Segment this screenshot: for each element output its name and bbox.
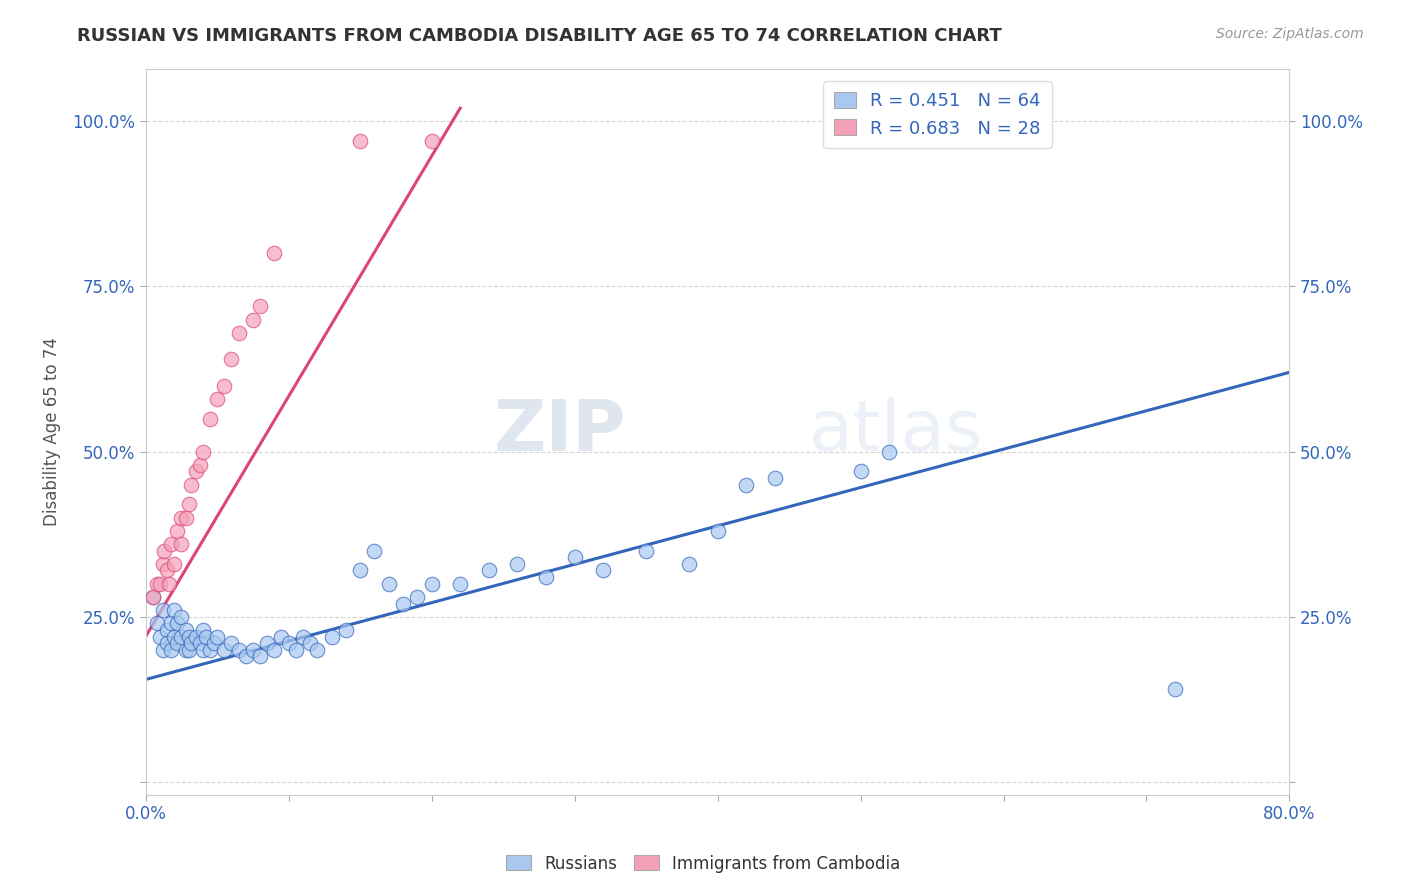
Point [849, 464, 872, 478]
Point [205, 630, 228, 644]
Point [149, 576, 172, 591]
Point [174, 623, 197, 637]
Point [191, 623, 214, 637]
Point [449, 576, 471, 591]
Point [177, 642, 200, 657]
Point [166, 616, 188, 631]
Point [152, 642, 174, 657]
Point [735, 477, 758, 491]
Point [263, 642, 285, 657]
Legend: Russians, Immigrants from Cambodia: Russians, Immigrants from Cambodia [499, 848, 907, 880]
Point [184, 464, 207, 478]
Legend: R = 0.451   N = 64, R = 0.683   N = 28: R = 0.451 N = 64, R = 0.683 N = 28 [824, 81, 1052, 148]
Point [706, 524, 728, 538]
Point [146, 616, 169, 631]
Point [291, 630, 314, 644]
Point [156, 623, 179, 637]
Point [392, 597, 415, 611]
Point [177, 498, 200, 512]
Point [152, 557, 174, 571]
Point [174, 510, 197, 524]
Point [284, 642, 307, 657]
Point [142, 590, 165, 604]
Point [160, 537, 183, 551]
Point [170, 537, 193, 551]
Point [478, 564, 501, 578]
Point [349, 134, 371, 148]
Point [184, 630, 207, 644]
Point [349, 564, 371, 578]
Point [1164, 682, 1187, 697]
Point [166, 636, 188, 650]
Text: atlas: atlas [808, 397, 983, 467]
Point [321, 630, 343, 644]
Text: ZIP: ZIP [494, 397, 626, 467]
Point [153, 543, 176, 558]
Point [277, 636, 299, 650]
Point [249, 299, 271, 313]
Point [592, 564, 614, 578]
Y-axis label: Disability Age 65 to 74: Disability Age 65 to 74 [44, 337, 60, 526]
Point [198, 642, 221, 657]
Point [170, 630, 193, 644]
Point [406, 590, 429, 604]
Point [420, 134, 443, 148]
Point [142, 590, 165, 604]
Point [678, 557, 700, 571]
Point [174, 642, 197, 657]
Point [256, 636, 278, 650]
Point [156, 564, 179, 578]
Point [534, 570, 557, 584]
Point [198, 411, 221, 425]
Point [228, 642, 250, 657]
Point [170, 609, 193, 624]
Point [188, 636, 211, 650]
Point [205, 392, 228, 406]
Point [307, 642, 329, 657]
Point [877, 444, 900, 458]
Point [242, 312, 264, 326]
Point [146, 576, 169, 591]
Point [163, 630, 186, 644]
Point [202, 636, 225, 650]
Point [377, 576, 399, 591]
Text: RUSSIAN VS IMMIGRANTS FROM CAMBODIA DISABILITY AGE 65 TO 74 CORRELATION CHART: RUSSIAN VS IMMIGRANTS FROM CAMBODIA DISA… [77, 27, 1002, 45]
Point [157, 576, 180, 591]
Point [235, 649, 257, 664]
Point [163, 603, 186, 617]
Point [170, 510, 193, 524]
Point [263, 246, 285, 260]
Point [221, 636, 243, 650]
Point [180, 477, 202, 491]
Point [249, 649, 271, 664]
Point [221, 352, 243, 367]
Point [214, 642, 236, 657]
Point [149, 630, 172, 644]
Point [564, 550, 586, 565]
Point [166, 524, 188, 538]
Text: Source: ZipAtlas.com: Source: ZipAtlas.com [1216, 27, 1364, 41]
Point [180, 636, 202, 650]
Point [242, 642, 264, 657]
Point [188, 458, 211, 472]
Point [299, 636, 322, 650]
Point [270, 630, 292, 644]
Point [160, 642, 183, 657]
Point [636, 543, 658, 558]
Point [420, 576, 443, 591]
Point [763, 471, 786, 485]
Point [506, 557, 529, 571]
Point [177, 630, 200, 644]
Point [194, 630, 217, 644]
Point [191, 444, 214, 458]
Point [163, 557, 186, 571]
Point [214, 378, 236, 392]
Point [228, 326, 250, 340]
Point [156, 636, 179, 650]
Point [152, 603, 174, 617]
Point [335, 623, 357, 637]
Point [160, 616, 183, 631]
Point [363, 543, 385, 558]
Point [191, 642, 214, 657]
